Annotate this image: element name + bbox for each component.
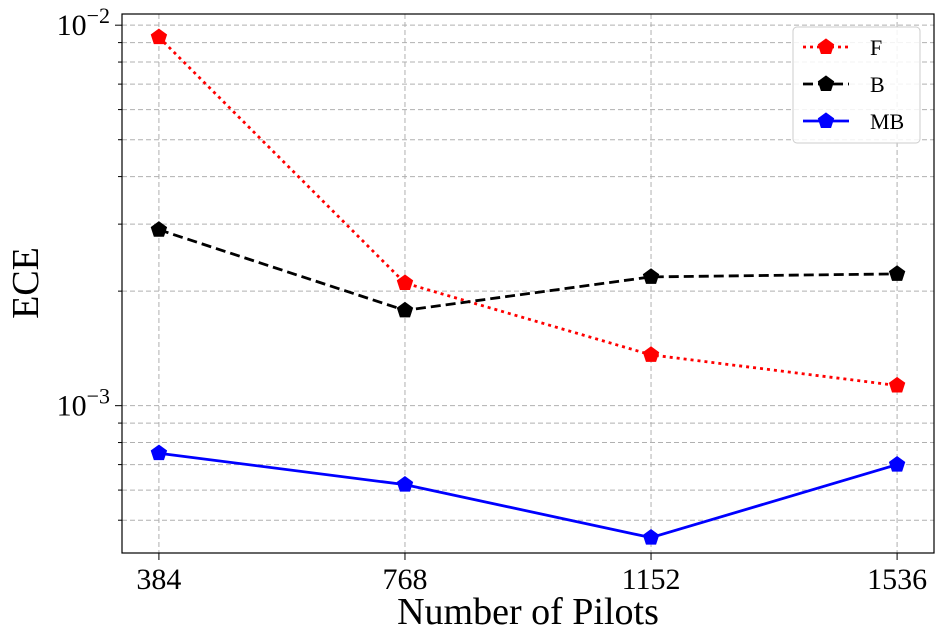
data-point bbox=[396, 476, 414, 492]
y-tick-label: 10−3 bbox=[57, 384, 110, 423]
legend-label: MB bbox=[870, 109, 904, 134]
data-point bbox=[150, 444, 168, 461]
legend-label: B bbox=[870, 72, 885, 97]
series-line bbox=[158, 451, 898, 540]
legend-item-mb: MB bbox=[803, 109, 904, 134]
series-layer bbox=[150, 28, 906, 545]
axis-ticks: 10−3 10−2 384 768 1152 1536 bbox=[57, 3, 928, 596]
y-axis-label: ECE bbox=[5, 247, 47, 319]
legend-item-f: F bbox=[803, 35, 882, 60]
x-tick-label: 384 bbox=[136, 563, 181, 596]
data-point bbox=[888, 455, 906, 472]
x-tick-label: 1536 bbox=[867, 563, 927, 596]
legend-marker bbox=[817, 75, 835, 91]
y-tick-label: 10−2 bbox=[57, 3, 110, 42]
series-b bbox=[150, 221, 906, 318]
legend-marker bbox=[817, 38, 835, 54]
data-point bbox=[642, 529, 660, 545]
legend-item-b: B bbox=[803, 72, 885, 97]
data-point bbox=[150, 28, 168, 45]
x-axis-label: Number of Pilots bbox=[397, 591, 659, 633]
series-mb bbox=[150, 444, 906, 545]
x-tick-label: 768 bbox=[382, 563, 427, 596]
series-f bbox=[150, 28, 906, 393]
data-point bbox=[888, 376, 906, 393]
legend: FB MB bbox=[792, 26, 921, 144]
series-line bbox=[157, 36, 898, 387]
data-point bbox=[642, 346, 660, 362]
plot-frame bbox=[121, 13, 935, 554]
data-point bbox=[396, 301, 414, 318]
data-point bbox=[888, 265, 906, 281]
data-point bbox=[642, 268, 660, 284]
legend-marker bbox=[817, 112, 835, 128]
data-point bbox=[150, 221, 168, 237]
series-line bbox=[158, 228, 898, 312]
x-tick-label: 1152 bbox=[622, 563, 681, 596]
legend-label: F bbox=[870, 35, 882, 60]
data-point bbox=[396, 274, 414, 291]
